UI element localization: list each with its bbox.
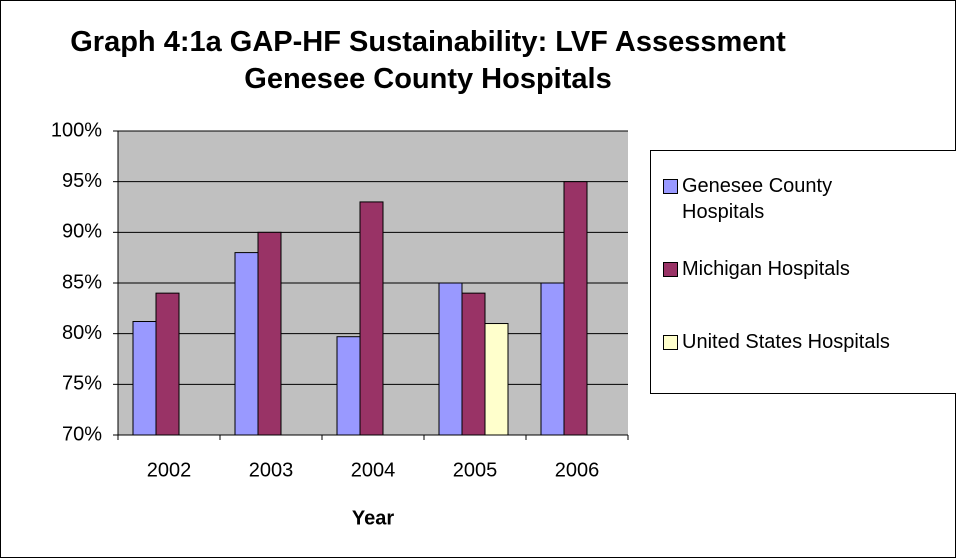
- y-tick-label: 80%: [62, 322, 102, 344]
- legend-swatch: [663, 262, 678, 277]
- bar: [234, 252, 259, 436]
- legend-label: United States Hospitals: [682, 331, 890, 353]
- bar: [484, 323, 509, 436]
- legend-item: Michigan Hospitals: [663, 256, 956, 282]
- legend-swatch: [663, 179, 678, 194]
- bar: [461, 292, 486, 436]
- bar: [540, 282, 565, 436]
- x-tick-label: 2003: [249, 459, 294, 481]
- y-tick-label: 85%: [62, 271, 102, 293]
- bar: [132, 321, 157, 436]
- bar: [155, 292, 180, 436]
- legend-label: Genesee County Hospitals: [682, 175, 833, 223]
- y-tick-label: 95%: [62, 170, 102, 192]
- y-tick-label: 100%: [51, 119, 102, 141]
- legend-item: Genesee County Hospitals: [663, 173, 863, 225]
- x-tick-label: 2006: [555, 459, 600, 481]
- x-axis-label: Year: [352, 507, 394, 529]
- bar: [438, 282, 463, 436]
- bar: [563, 181, 588, 436]
- legend-item: United States Hospitals: [663, 329, 956, 355]
- legend-swatch: [663, 335, 678, 350]
- y-tick-label: 90%: [62, 221, 102, 243]
- legend: Genesee County Hospitals Michigan Hospita…: [650, 150, 956, 394]
- x-tick-label: 2004: [351, 459, 396, 481]
- bar: [359, 201, 384, 436]
- bar: [336, 336, 361, 436]
- x-tick-label: 2002: [147, 459, 192, 481]
- chart-title: Graph 4:1a GAP-HF Sustainability: LVF As…: [70, 26, 786, 95]
- legend-label: Michigan Hospitals: [682, 258, 850, 280]
- y-tick-label: 70%: [62, 423, 102, 445]
- bar: [257, 231, 282, 436]
- y-tick-label: 75%: [62, 373, 102, 395]
- x-tick-label: 2005: [453, 459, 498, 481]
